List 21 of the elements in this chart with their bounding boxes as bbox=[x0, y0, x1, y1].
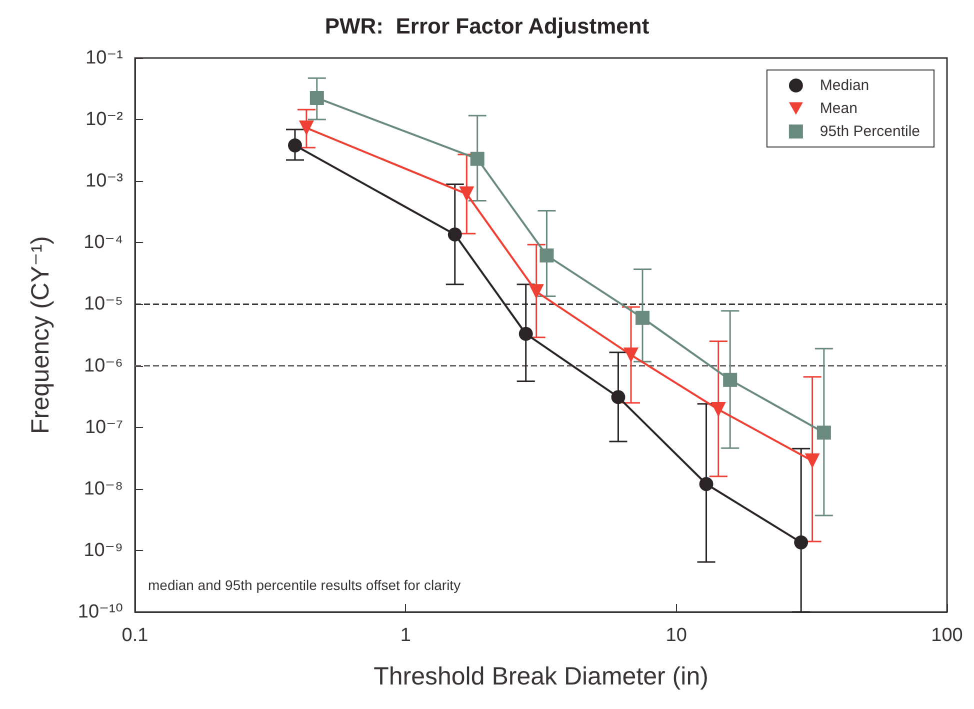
legend-label: Mean bbox=[820, 100, 858, 117]
y-tick-label: 10⁻⁵ bbox=[84, 294, 123, 315]
annotation: median and 95th percentile results offset for clarity bbox=[148, 577, 461, 593]
y-tick-label: 10⁻⁷ bbox=[84, 416, 124, 438]
chart-title: PWR: Error Factor Adjustment bbox=[324, 14, 650, 38]
y-tick-label: 10⁻² bbox=[86, 109, 123, 130]
y-axis-title: Frequency (CY⁻¹) bbox=[26, 236, 54, 434]
y-tick-label: 10⁻⁸ bbox=[84, 478, 123, 500]
x-tick-label: 100 bbox=[931, 625, 963, 646]
y-tick-label: 10⁻¹ bbox=[86, 48, 123, 68]
legend-label: 95th Percentile bbox=[820, 123, 920, 140]
x-tick-label: 1 bbox=[400, 625, 411, 646]
y-tick-label: 10⁻¹⁰ bbox=[78, 602, 123, 622]
legend-label: Median bbox=[820, 77, 870, 94]
y-tick-label: 10⁻⁶ bbox=[84, 355, 123, 376]
y-tick-label: 10⁻³ bbox=[86, 170, 123, 192]
y-tick-label: 10⁻⁹ bbox=[84, 540, 123, 561]
x-tick-label: 10 bbox=[666, 625, 687, 646]
x-tick-label: 0.1 bbox=[122, 625, 148, 646]
x-axis-title: Threshold Break Diameter (in) bbox=[374, 662, 708, 690]
y-tick-label: 10⁻⁴ bbox=[84, 232, 123, 254]
